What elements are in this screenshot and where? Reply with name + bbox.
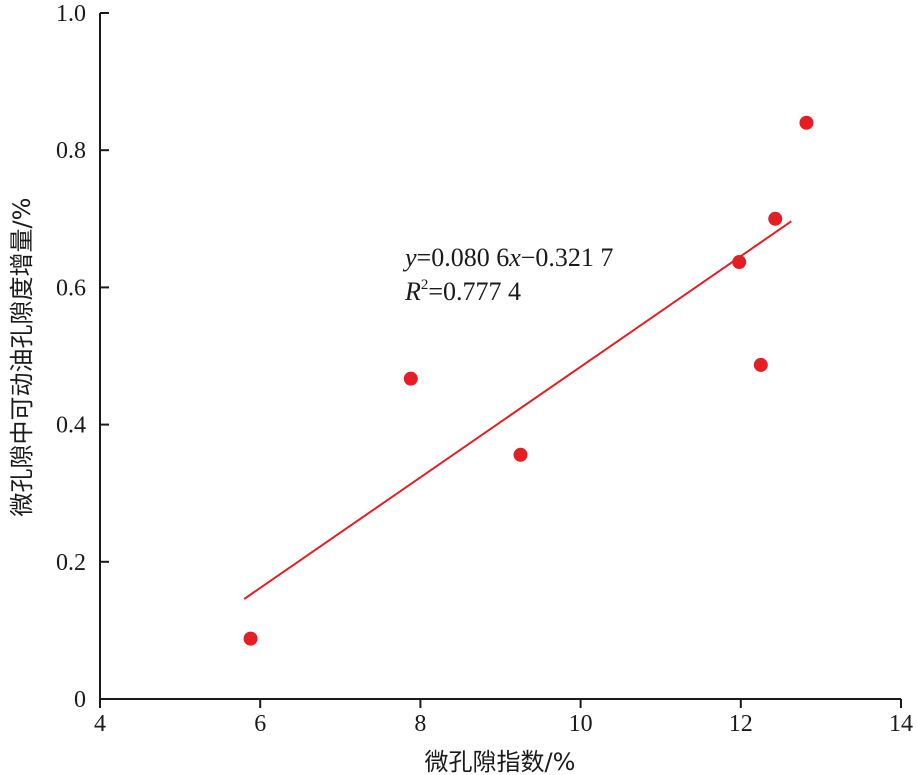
data-point <box>799 115 814 130</box>
y-tick-label: 0.2 <box>56 550 86 576</box>
x-tick-label: 4 <box>94 711 106 737</box>
trend-line <box>243 220 792 600</box>
x-tick-label: 14 <box>889 711 913 737</box>
fit-layer <box>243 220 792 600</box>
y-tick-label: 1.0 <box>56 1 86 27</box>
equation-label: y=0.080 6x−0.321 7 <box>402 243 613 272</box>
x-tick-label: 6 <box>254 711 266 737</box>
r-squared-label: R2=0.777 4 <box>404 277 521 306</box>
x-tick-label: 8 <box>414 711 426 737</box>
axes <box>99 13 901 700</box>
data-point <box>732 255 747 270</box>
y-tick-label: 0.6 <box>56 275 86 301</box>
x-tick-label: 12 <box>729 711 753 737</box>
data-point <box>768 211 783 226</box>
y-tick-label: 0.4 <box>56 413 86 439</box>
ticks: 4 6 8 10 12 14 0 0.2 0.4 0.6 0.8 1.0 <box>56 1 913 737</box>
y-axis-title: 微孔隙中可动油孔隙度增量/% <box>8 198 36 517</box>
data-point <box>403 371 418 386</box>
x-tick-label: 10 <box>569 711 593 737</box>
x-axis-title: 微孔隙指数/% <box>425 748 576 775</box>
data-point <box>753 357 768 372</box>
y-tick-label: 0 <box>74 687 86 713</box>
data-point <box>513 447 528 462</box>
points-layer <box>243 115 814 646</box>
y-tick-label: 0.8 <box>56 138 86 164</box>
data-point <box>243 631 258 646</box>
